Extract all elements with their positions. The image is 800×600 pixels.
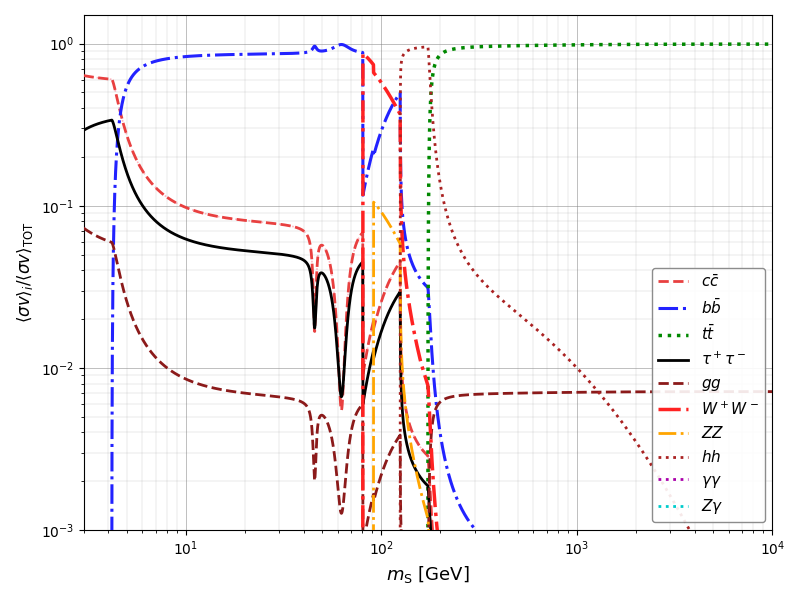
- $b\\bar{b}$: [579, 563, 589, 570]
- $b\\bar{b}$: [746, 565, 756, 572]
- $gg$: [374, 480, 383, 487]
- Legend: $c\bar{c}$, $b\bar{b}$, $t\bar{t}$, $\tau^+\tau^-$, $gg$, $W^+W^-$, $ZZ$, $hh$, : $c\bar{c}$, $b\bar{b}$, $t\bar{t}$, $\ta…: [652, 268, 765, 523]
- Line: $gg$: $gg$: [83, 228, 772, 600]
- $b\\bar{b}$: [712, 565, 722, 572]
- $gg$: [368, 493, 378, 500]
- $hh$: [406, 46, 416, 53]
- Y-axis label: $\langle\sigma v\rangle_i/\langle\sigma v\rangle_{\mathrm{TOT}}$: $\langle\sigma v\rangle_i/\langle\sigma …: [15, 221, 35, 323]
- Line: $ZZ$: $ZZ$: [83, 202, 772, 600]
- $b\\bar{b}$: [337, 41, 346, 48]
- $W^+W^-$: [406, 311, 416, 319]
- $c\\bar{c}$: [406, 425, 416, 432]
- $t\\bar{t}$: [712, 41, 722, 48]
- $W^+W^-$: [374, 76, 383, 83]
- $gg$: [78, 224, 88, 232]
- Line: $b\\bar{b}$: $b\\bar{b}$: [83, 44, 772, 600]
- $\\tau^+\\tau^-$: [368, 349, 378, 356]
- $t\\bar{t}$: [579, 41, 589, 49]
- $hh$: [579, 372, 589, 379]
- $ZZ$: [406, 441, 416, 448]
- $c\\bar{c}$: [368, 320, 378, 327]
- $gg$: [579, 389, 589, 396]
- $hh$: [712, 580, 722, 587]
- $\\tau^+\\tau^-$: [374, 337, 383, 344]
- $t\\bar{t}$: [746, 41, 756, 48]
- Line: $W^+W^-$: $W^+W^-$: [83, 53, 772, 600]
- Line: $c\\bar{c}$: $c\\bar{c}$: [83, 76, 772, 600]
- $b\\bar{b}$: [767, 565, 777, 572]
- Line: $\\tau^+\\tau^-$: $\\tau^+\\tau^-$: [83, 120, 772, 600]
- $W^+W^-$: [368, 61, 378, 68]
- $t\\bar{t}$: [767, 41, 777, 48]
- Line: $hh$: $hh$: [83, 47, 772, 600]
- $\\tau^+\\tau^-$: [406, 455, 416, 463]
- $gg$: [712, 388, 722, 395]
- $gg$: [767, 388, 777, 395]
- $\\tau^+\\tau^-$: [107, 116, 117, 124]
- $\\gamma\\gamma$: [78, 590, 88, 598]
- Line: $t\\bar{t}$: $t\\bar{t}$: [83, 44, 772, 600]
- $\\tau^+\\tau^-$: [78, 127, 88, 134]
- $gg$: [406, 598, 416, 600]
- $c\\bar{c}$: [78, 72, 88, 79]
- $W^+W^-$: [358, 50, 368, 57]
- X-axis label: $m_{\mathrm{S}}$ [GeV]: $m_{\mathrm{S}}$ [GeV]: [386, 564, 470, 585]
- $b\\bar{b}$: [374, 135, 383, 142]
- $c\\bar{c}$: [374, 307, 383, 314]
- $gg$: [746, 388, 756, 395]
- $hh$: [423, 43, 433, 50]
- $ZZ$: [369, 199, 378, 206]
- $ZZ$: [374, 205, 383, 212]
- Line: $\\gamma\\gamma$: $\\gamma\\gamma$: [83, 594, 772, 600]
- $b\\bar{b}$: [406, 257, 416, 264]
- $b\\bar{b}$: [368, 146, 378, 154]
